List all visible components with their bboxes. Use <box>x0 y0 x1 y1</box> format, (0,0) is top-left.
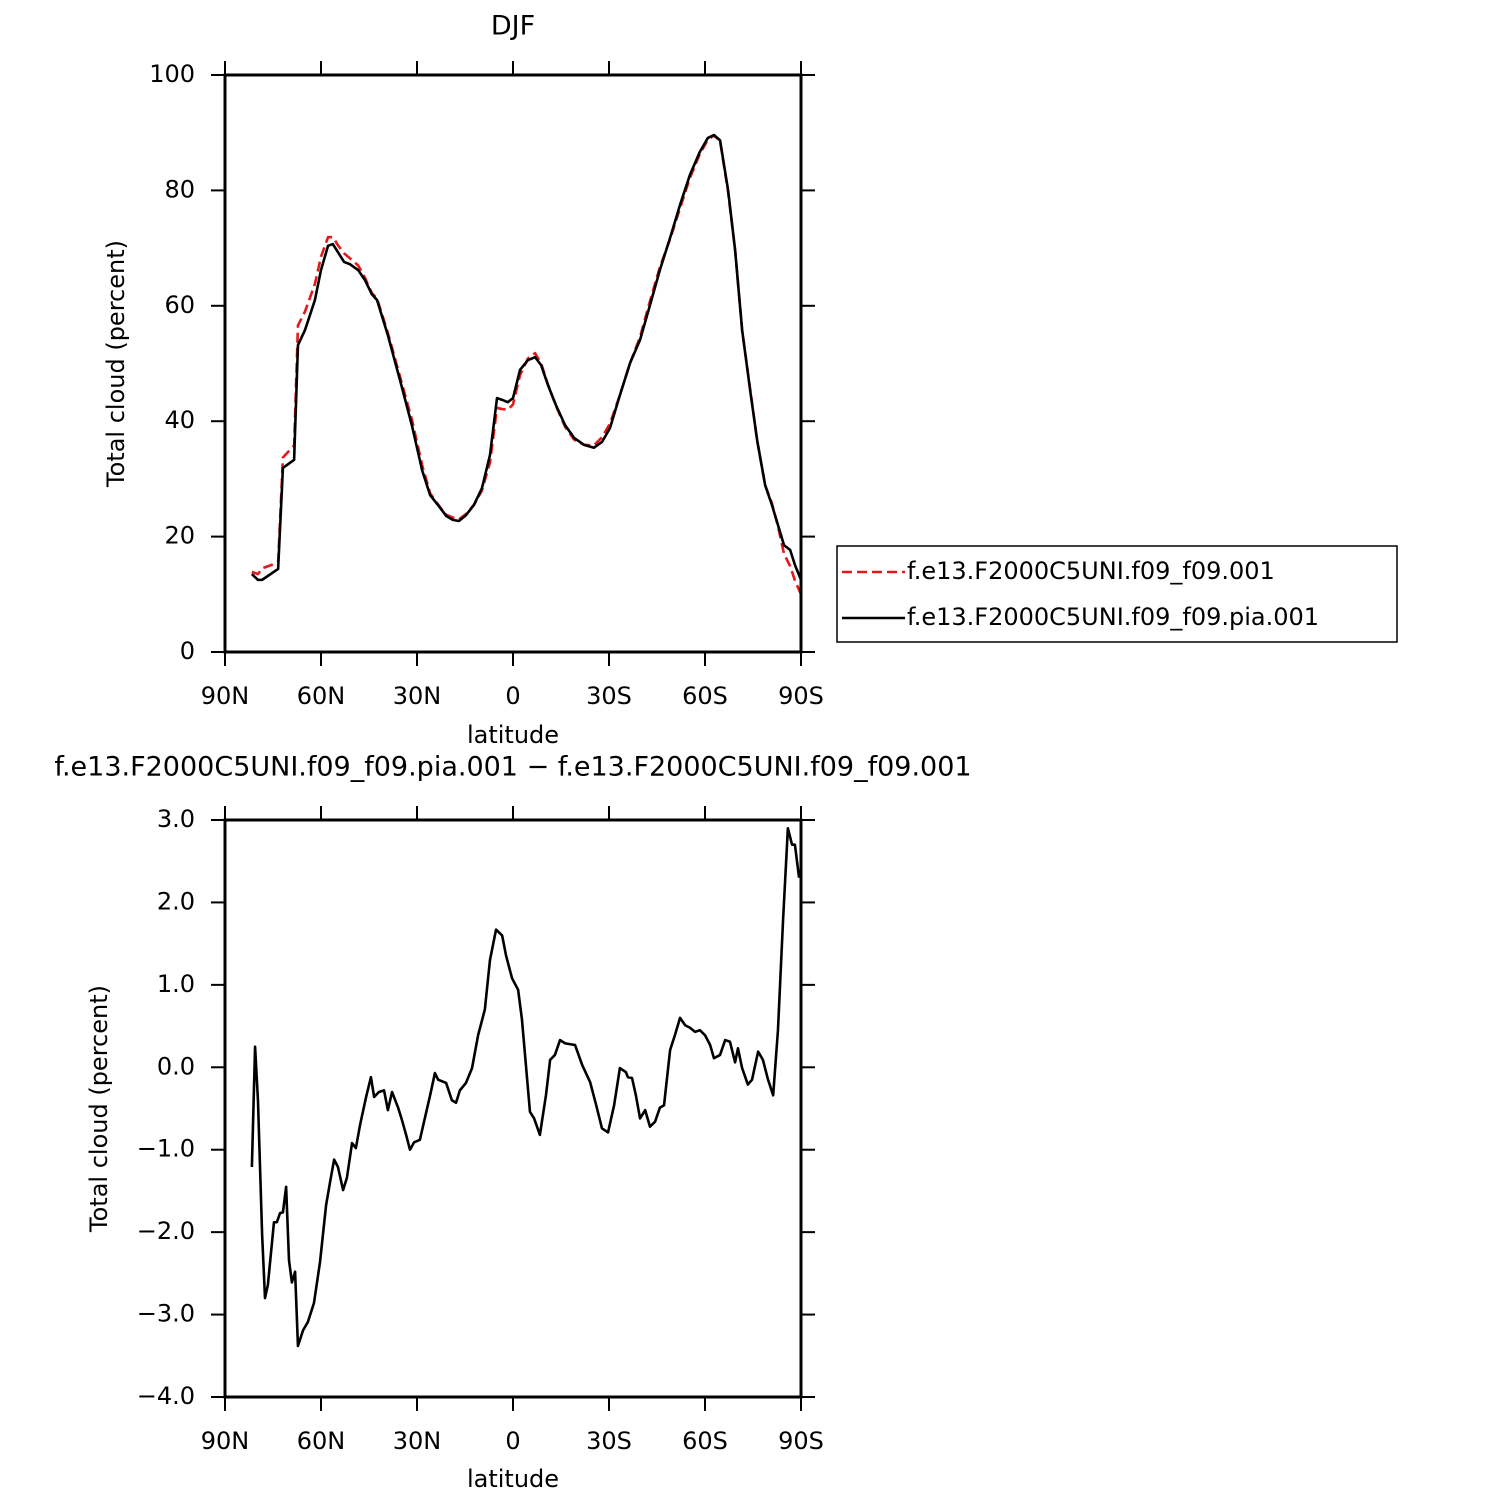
x-tick-label: 0 <box>505 682 520 710</box>
x-tick-label: 90S <box>778 1427 824 1455</box>
x-tick-label: 60S <box>682 682 728 710</box>
x-tick-label: 60S <box>682 1427 728 1455</box>
y-tick-label: 2.0 <box>157 887 195 915</box>
plot-frame <box>223 818 803 1399</box>
chart-title: f.e13.F2000C5UNI.f09_f09.pia.001 − f.e13… <box>54 752 971 783</box>
y-tick-label: 0.0 <box>157 1052 195 1080</box>
x-tick-label: 60N <box>297 1427 346 1455</box>
x-tick-label: 30S <box>586 682 632 710</box>
y-tick-label: 0 <box>180 637 195 665</box>
plot-frame <box>223 73 803 654</box>
x-tick-label: 90N <box>201 682 250 710</box>
x-tick-label: 90N <box>201 1427 250 1455</box>
y-tick-label: 60 <box>164 291 195 319</box>
legend-label: f.e13.F2000C5UNI.f09_f09.001 <box>907 557 1275 585</box>
y-axis-label: Total cloud (percent) <box>85 985 113 1233</box>
x-tick-label: 90S <box>778 682 824 710</box>
y-tick-label: 3.0 <box>157 805 195 833</box>
chart-title: DJF <box>491 11 535 42</box>
x-axis-label: latitude <box>467 721 559 749</box>
y-tick-label: −3.0 <box>137 1300 195 1328</box>
y-tick-label: 1.0 <box>157 970 195 998</box>
y-tick-label: 40 <box>164 406 195 434</box>
data-line <box>250 133 801 582</box>
data-line <box>251 134 801 595</box>
x-tick-label: 30N <box>393 682 442 710</box>
y-tick-label: −4.0 <box>137 1382 195 1410</box>
x-tick-label: 30N <box>393 1427 442 1455</box>
legend-box <box>836 545 1398 643</box>
data-line <box>250 826 801 1348</box>
x-tick-label: 30S <box>586 1427 632 1455</box>
x-tick-label: 0 <box>505 1427 520 1455</box>
y-axis-label: Total cloud (percent) <box>102 240 130 488</box>
y-tick-label: 80 <box>164 175 195 203</box>
legend-label: f.e13.F2000C5UNI.f09_f09.pia.001 <box>907 603 1319 631</box>
x-tick-label: 60N <box>297 682 346 710</box>
y-tick-label: 20 <box>164 522 195 550</box>
y-tick-label: −1.0 <box>137 1135 195 1163</box>
y-tick-label: −2.0 <box>137 1217 195 1245</box>
y-tick-label: 100 <box>149 60 195 88</box>
x-axis-label: latitude <box>467 1465 559 1493</box>
